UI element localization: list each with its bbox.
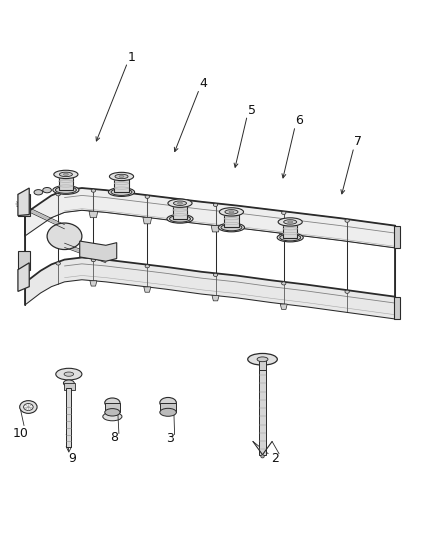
Ellipse shape [91, 189, 95, 192]
Ellipse shape [170, 215, 191, 222]
Ellipse shape [64, 372, 74, 376]
Bar [105, 403, 120, 413]
Ellipse shape [53, 185, 79, 195]
Ellipse shape [111, 189, 132, 196]
Ellipse shape [224, 210, 239, 215]
Ellipse shape [60, 172, 72, 176]
Text: 4: 4 [200, 77, 208, 90]
Text: 1: 1 [128, 51, 136, 63]
Ellipse shape [109, 188, 134, 197]
Ellipse shape [115, 174, 128, 179]
Ellipse shape [280, 234, 300, 241]
Ellipse shape [160, 398, 177, 408]
Ellipse shape [20, 401, 37, 414]
Polygon shape [18, 188, 29, 216]
Bar [18, 195, 30, 216]
Ellipse shape [261, 455, 264, 458]
Ellipse shape [225, 209, 238, 214]
Bar [64, 383, 74, 390]
Ellipse shape [24, 403, 33, 410]
Ellipse shape [282, 211, 286, 214]
Ellipse shape [145, 195, 149, 198]
Ellipse shape [105, 409, 120, 416]
Ellipse shape [64, 173, 68, 175]
Polygon shape [89, 211, 98, 217]
Polygon shape [224, 212, 239, 228]
Ellipse shape [288, 221, 293, 223]
Ellipse shape [229, 211, 234, 213]
Ellipse shape [56, 187, 76, 193]
Polygon shape [280, 304, 287, 309]
Polygon shape [211, 225, 220, 232]
Polygon shape [80, 241, 117, 261]
Ellipse shape [177, 202, 183, 204]
Ellipse shape [145, 265, 149, 268]
Polygon shape [18, 263, 29, 292]
Ellipse shape [47, 223, 82, 249]
Ellipse shape [103, 413, 122, 421]
Text: 9: 9 [68, 453, 76, 465]
Text: 7: 7 [354, 135, 362, 148]
Text: 6: 6 [296, 114, 304, 127]
Bar [393, 225, 400, 248]
Ellipse shape [91, 259, 95, 262]
Bar [18, 251, 30, 270]
Ellipse shape [34, 190, 43, 195]
Ellipse shape [160, 408, 177, 416]
Ellipse shape [345, 290, 350, 293]
Bar [393, 297, 400, 319]
Ellipse shape [278, 218, 302, 226]
Polygon shape [59, 175, 73, 190]
Ellipse shape [56, 193, 60, 196]
Ellipse shape [114, 174, 129, 180]
Ellipse shape [219, 223, 244, 232]
Polygon shape [90, 281, 97, 286]
Ellipse shape [168, 199, 192, 207]
Polygon shape [25, 188, 395, 248]
Ellipse shape [167, 214, 193, 223]
Ellipse shape [284, 220, 297, 224]
Text: 3: 3 [166, 432, 174, 446]
Ellipse shape [283, 220, 297, 225]
Ellipse shape [282, 282, 286, 285]
Polygon shape [114, 177, 129, 192]
Ellipse shape [105, 398, 120, 408]
Text: 5: 5 [247, 103, 256, 117]
Ellipse shape [213, 203, 218, 206]
Polygon shape [144, 287, 151, 292]
Ellipse shape [110, 172, 134, 181]
Ellipse shape [345, 219, 350, 222]
Bar [160, 403, 177, 413]
Ellipse shape [213, 273, 218, 277]
Bar [258, 358, 266, 373]
Polygon shape [173, 204, 187, 219]
Polygon shape [279, 233, 288, 240]
Polygon shape [212, 296, 219, 301]
Bar [66, 389, 71, 447]
Ellipse shape [56, 262, 60, 265]
Text: 10: 10 [13, 427, 28, 440]
Polygon shape [143, 217, 152, 224]
Ellipse shape [248, 353, 277, 365]
Ellipse shape [173, 201, 187, 206]
Ellipse shape [277, 233, 303, 242]
Text: 8: 8 [110, 431, 119, 445]
Ellipse shape [59, 172, 73, 177]
Bar [259, 370, 265, 455]
Polygon shape [25, 257, 395, 319]
Ellipse shape [219, 208, 244, 216]
Ellipse shape [257, 357, 268, 362]
Ellipse shape [173, 201, 187, 205]
Ellipse shape [56, 368, 82, 380]
Ellipse shape [119, 175, 124, 177]
Ellipse shape [54, 170, 78, 179]
Ellipse shape [221, 224, 242, 231]
Ellipse shape [64, 380, 74, 386]
Text: 2: 2 [271, 453, 279, 465]
Ellipse shape [43, 188, 51, 193]
Polygon shape [283, 222, 297, 238]
